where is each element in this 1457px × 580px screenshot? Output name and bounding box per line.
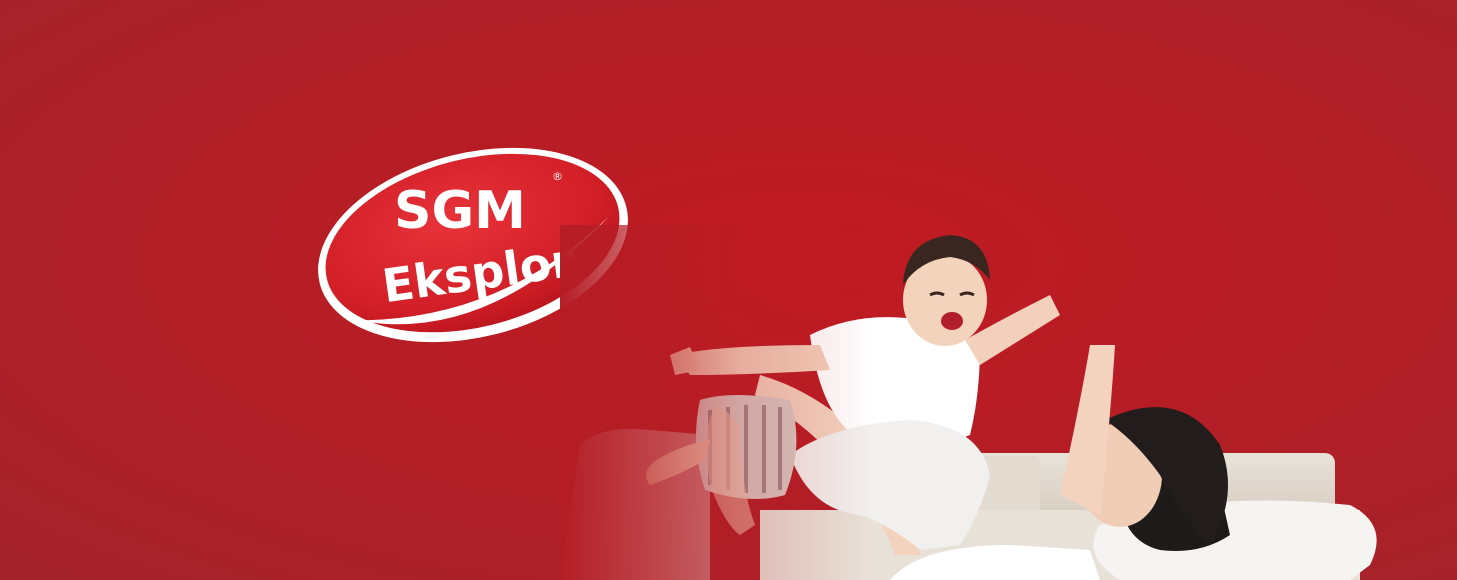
logo-registered-mark: ® [552, 170, 563, 183]
logo-swoosh [356, 216, 610, 325]
sgm-eksplor-logo: SGM ® Eksplor [318, 147, 628, 343]
logo-text-sgm: SGM [394, 181, 526, 241]
mother-and-child-photo [560, 225, 1457, 580]
